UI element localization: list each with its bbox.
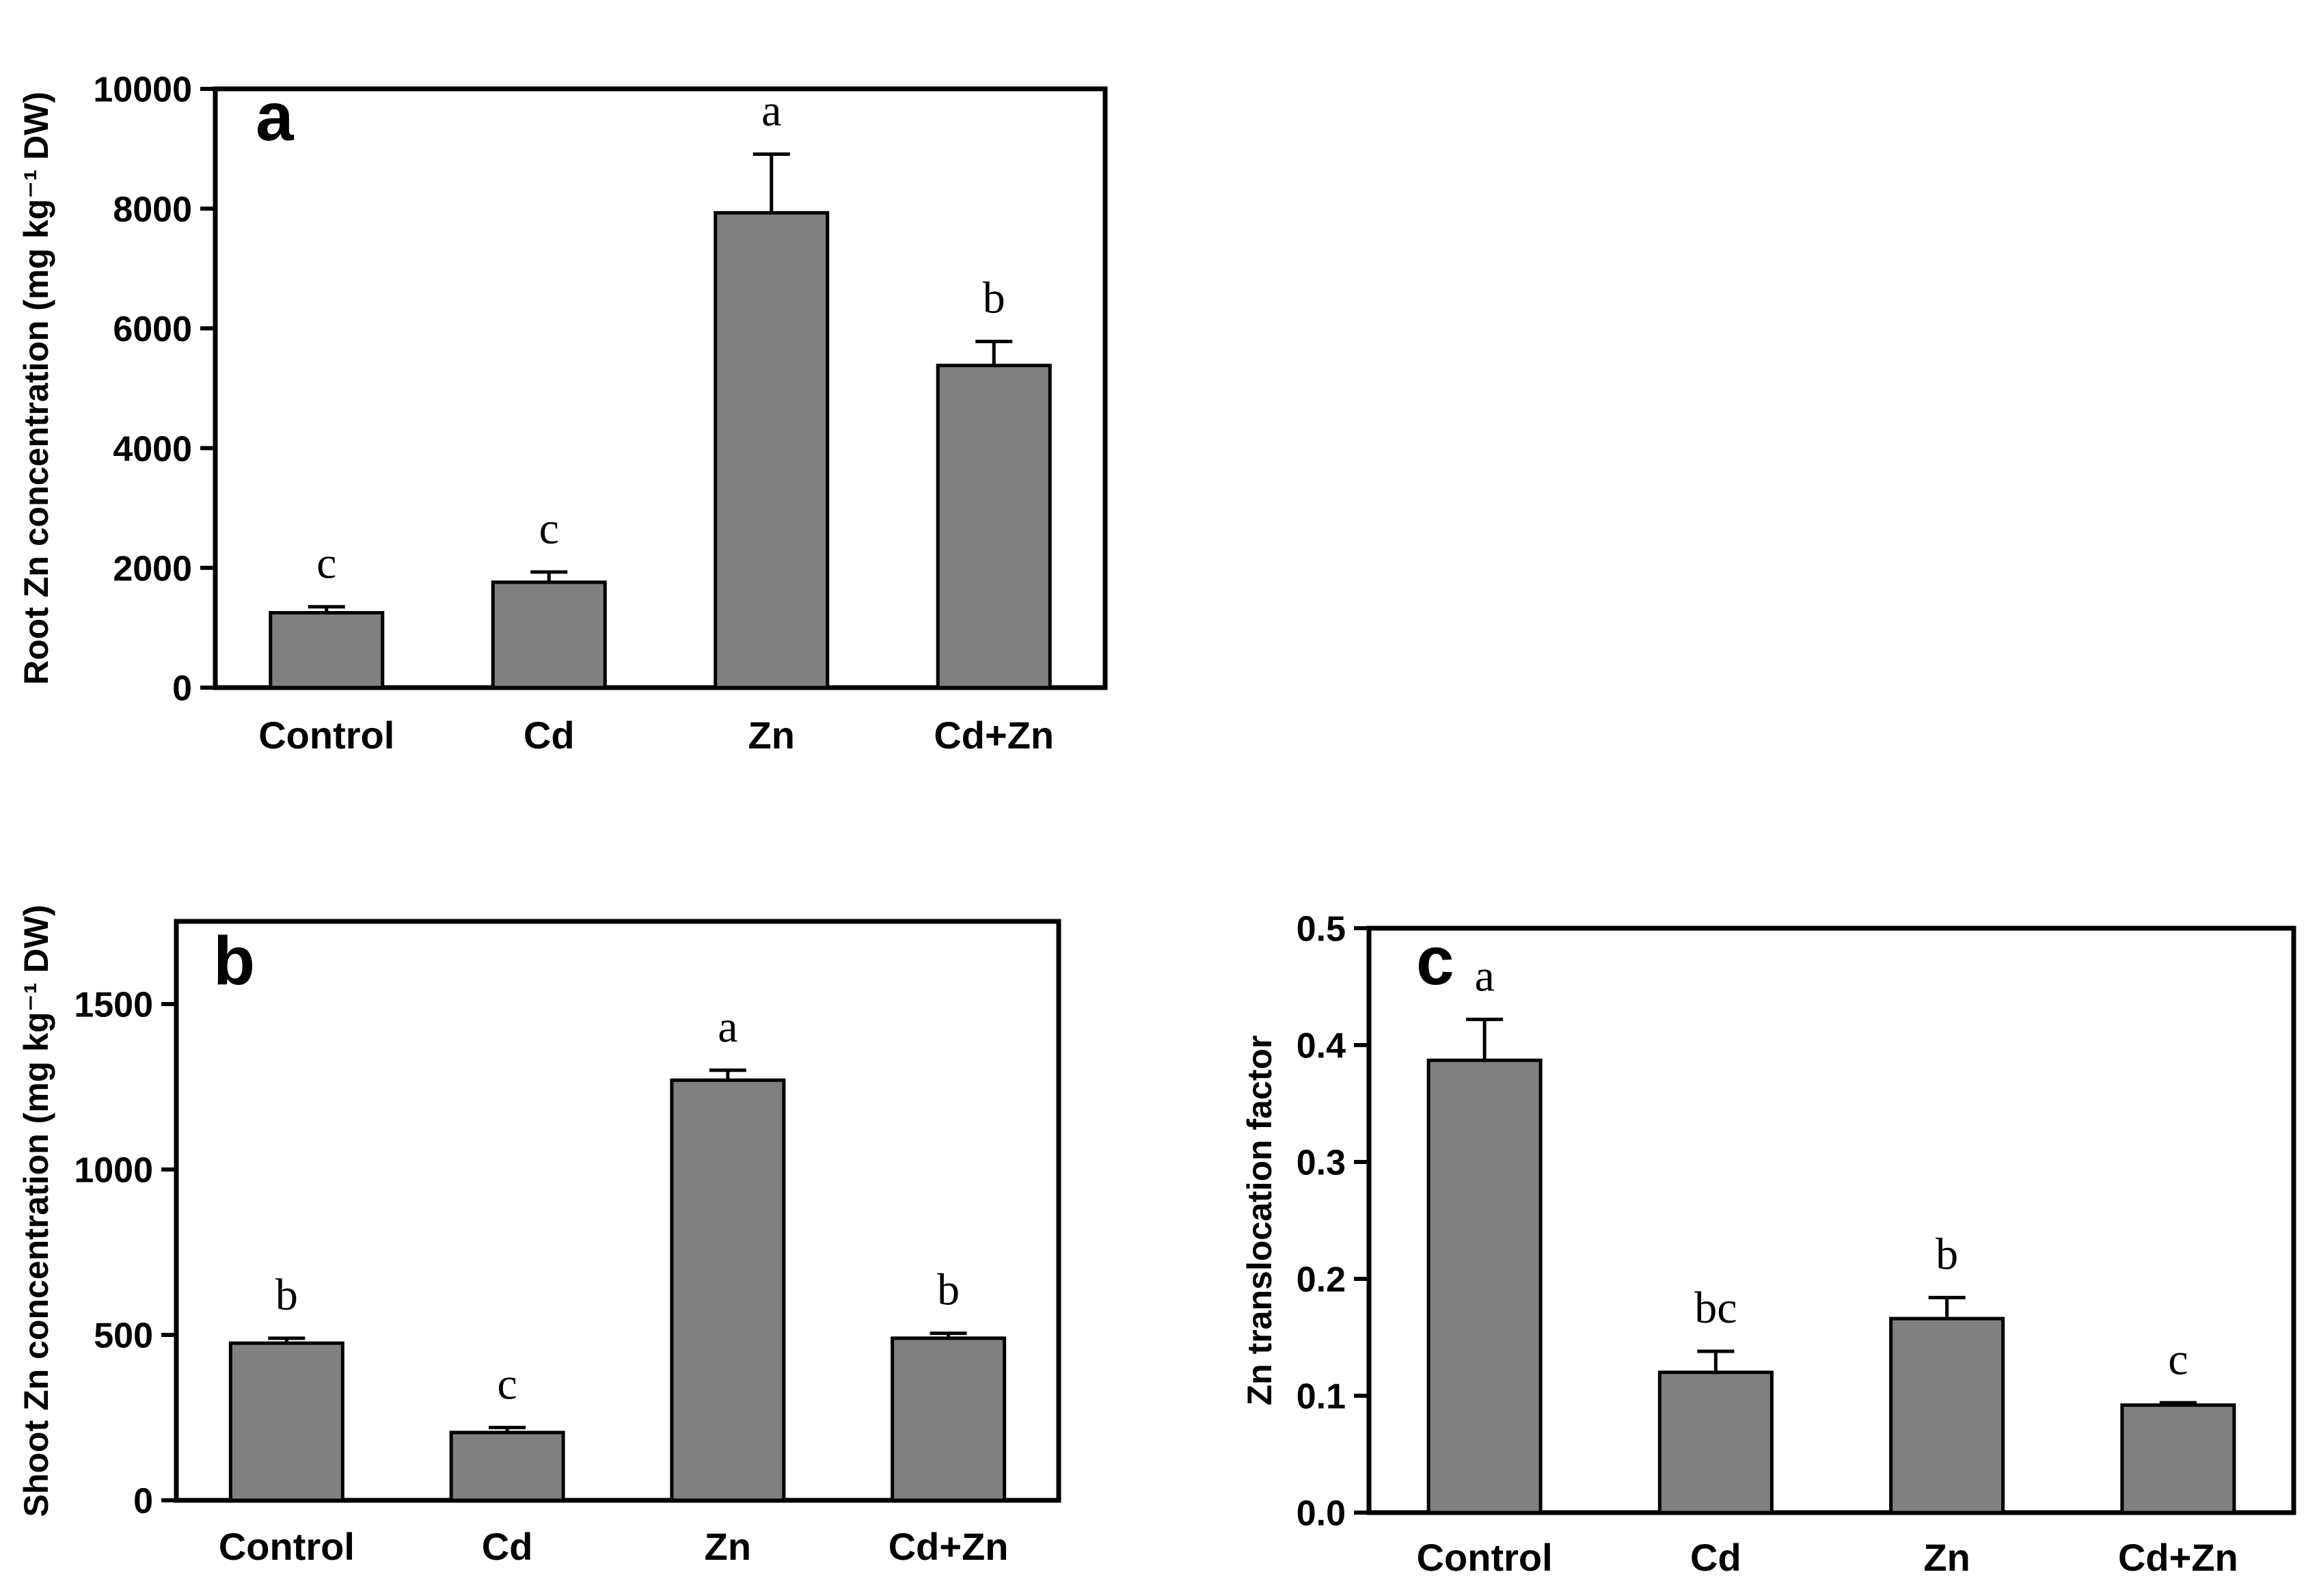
plot-frame (1366, 925, 2296, 1515)
bar (228, 1341, 344, 1502)
significance-letter: bc (1694, 1283, 1737, 1333)
y-tick-label: 2000 (113, 550, 192, 589)
significance-letter: a (1474, 951, 1494, 1001)
x-category-label: Cd+Zn (2118, 1536, 2238, 1579)
y-tick-label: 0.3 (1297, 1144, 1346, 1183)
chart-shoot-zn: 0 500 1000 1500 b Control c Cd a Zn b Cd+Zn b Shoot Z… (17, 905, 1061, 1568)
y-tick-label: 8000 (113, 190, 192, 230)
bar (1657, 1370, 1774, 1515)
bar (2120, 1403, 2236, 1515)
y-tick-label: 0.0 (1297, 1494, 1346, 1534)
bar (891, 1336, 1007, 1502)
x-category-label: Control (1417, 1536, 1553, 1579)
plot-frame (213, 86, 1108, 690)
bar (1889, 1316, 2005, 1515)
significance-letter: c (539, 504, 559, 554)
x-category-label: Control (219, 1525, 355, 1568)
x-category-label: Cd+Zn (889, 1525, 1009, 1568)
y-tick-label: 0 (133, 1482, 153, 1521)
bar (936, 364, 1052, 690)
y-tick-label: 10000 (93, 70, 192, 110)
y-tick-label: 500 (94, 1316, 153, 1356)
bar (670, 1078, 786, 1502)
y-tick-label: 1500 (74, 986, 153, 1025)
panel-label: c (1416, 923, 1454, 999)
significance-letter: a (718, 1002, 737, 1052)
y-axis-title: Root Zn concentration (mg kg⁻¹ DW) (17, 92, 55, 685)
significance-letter: b (275, 1270, 298, 1320)
bar (269, 611, 385, 690)
bar (491, 580, 607, 690)
y-tick-label: 0.5 (1297, 910, 1346, 949)
significance-letter: b (983, 273, 1005, 323)
x-category-label: Cd+Zn (934, 714, 1054, 757)
y-tick-label: 1000 (74, 1151, 153, 1191)
y-axis-title: Shoot Zn concentration (mg kg⁻¹ DW) (17, 905, 55, 1517)
significance-letter: c (497, 1360, 517, 1409)
chart-zn-translocation: 0.0 0.1 0.2 0.3 0.4 0.5 a Control bc Cd b Zn c Cd+Zn c… (1240, 910, 2296, 1579)
x-category-label: Zn (748, 714, 795, 757)
bar (714, 211, 830, 690)
y-tick-label: 0.1 (1297, 1377, 1346, 1417)
bar (1426, 1058, 1543, 1515)
x-category-label: Zn (1923, 1536, 1970, 1579)
bar (449, 1431, 565, 1502)
significance-letter: c (316, 539, 336, 589)
x-category-label: Control (258, 714, 394, 757)
y-tick-label: 0.2 (1297, 1260, 1346, 1300)
x-category-label: Zn (705, 1525, 751, 1568)
x-category-label: Cd (524, 714, 575, 757)
significance-letter: c (2168, 1334, 2188, 1384)
chart-root-zn: 0 2000 4000 6000 8000 10000 c Control c Cd a Zn b Cd+… (17, 70, 1108, 757)
significance-letter: a (761, 85, 781, 135)
x-category-label: Cd (482, 1525, 533, 1568)
y-axis-title: Zn translocation factor (1240, 1036, 1279, 1406)
significance-letter: b (937, 1265, 960, 1315)
significance-letter: b (1936, 1229, 1958, 1279)
panel-label: b (213, 923, 255, 999)
plot-frame (174, 919, 1061, 1503)
y-tick-label: 0 (172, 669, 192, 709)
y-tick-label: 4000 (113, 429, 192, 469)
x-category-label: Cd (1690, 1536, 1741, 1579)
y-tick-label: 0.4 (1297, 1027, 1346, 1066)
y-tick-label: 6000 (113, 310, 192, 349)
panel-label: a (256, 79, 295, 155)
